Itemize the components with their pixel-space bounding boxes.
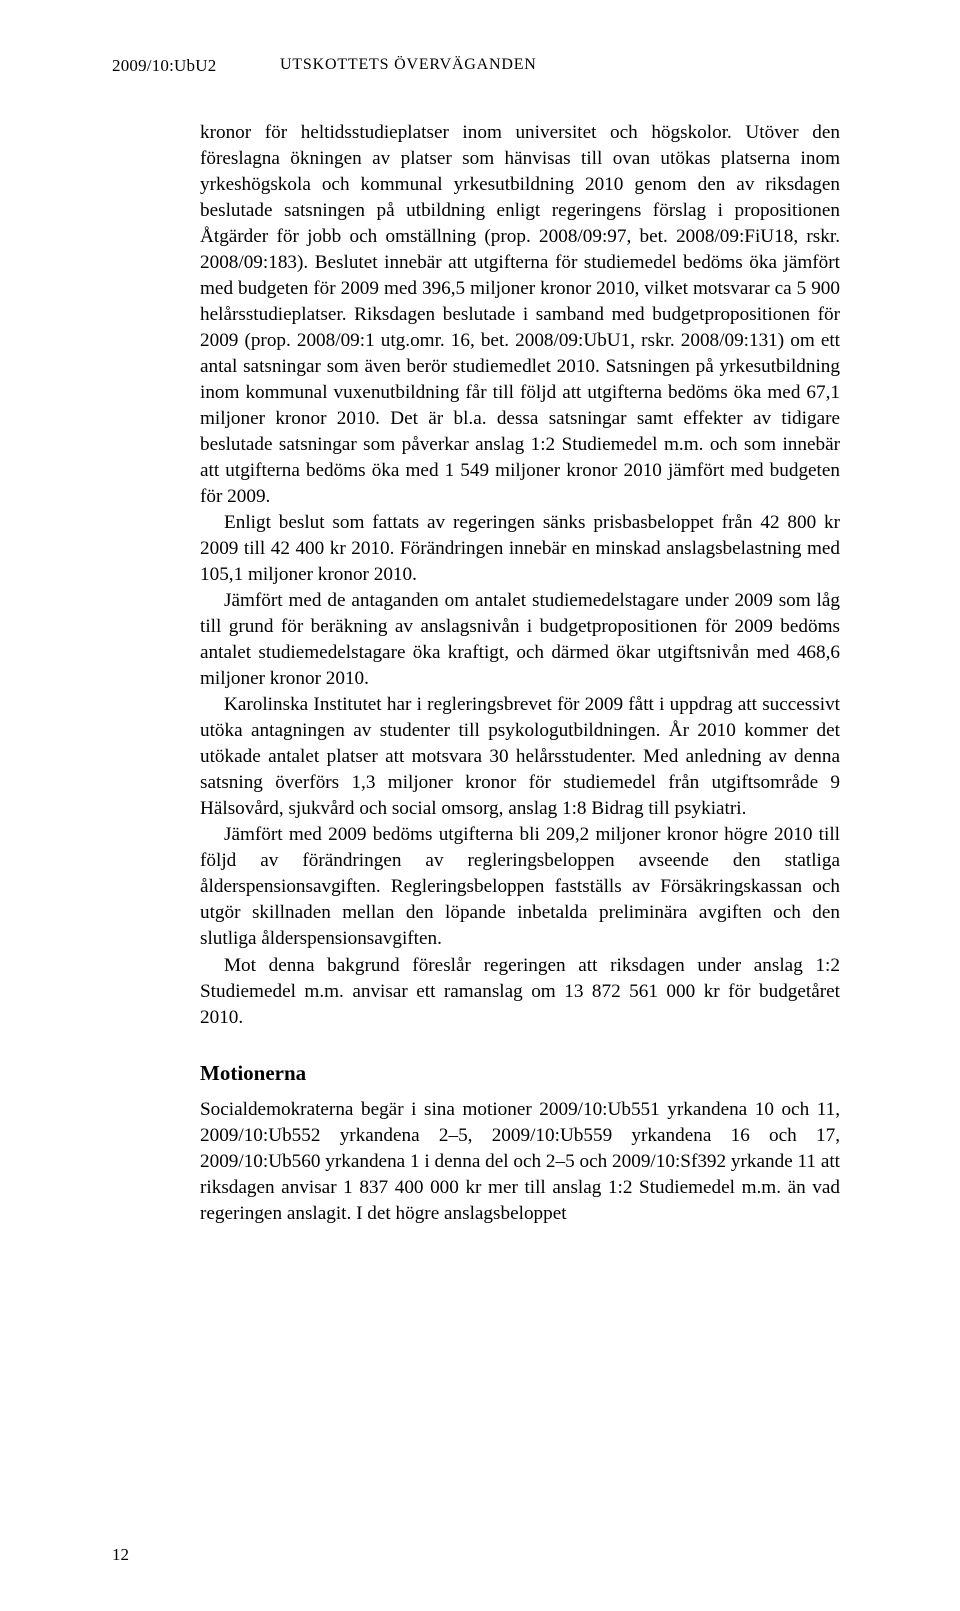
body-text: kronor för heltidsstudieplatser inom uni…: [200, 120, 840, 1227]
paragraph-5: Jämfört med 2009 bedöms utgifterna bli 2…: [200, 822, 840, 952]
paragraph-1: kronor för heltidsstudieplatser inom uni…: [200, 120, 840, 510]
paragraph-4: Karolinska Institutet har i regleringsbr…: [200, 692, 840, 822]
paragraph-3: Jämfört med de antaganden om antalet stu…: [200, 588, 840, 692]
section-title: UTSKOTTETS ÖVERVÄGANDEN: [280, 56, 537, 74]
paragraph-7: Socialdemokraterna begär i sina motioner…: [200, 1097, 840, 1227]
page: 2009/10:UbU2 UTSKOTTETS ÖVERVÄGANDEN kro…: [0, 0, 960, 1611]
subheading-motionerna: Motionerna: [200, 1059, 840, 1087]
paragraph-2: Enligt beslut som fattats av regeringen …: [200, 510, 840, 588]
paragraph-6: Mot denna bakgrund föreslår regeringen a…: [200, 953, 840, 1031]
page-number: 12: [112, 1545, 129, 1565]
running-header: 2009/10:UbU2 UTSKOTTETS ÖVERVÄGANDEN: [112, 56, 848, 80]
doc-reference: 2009/10:UbU2: [112, 56, 216, 76]
